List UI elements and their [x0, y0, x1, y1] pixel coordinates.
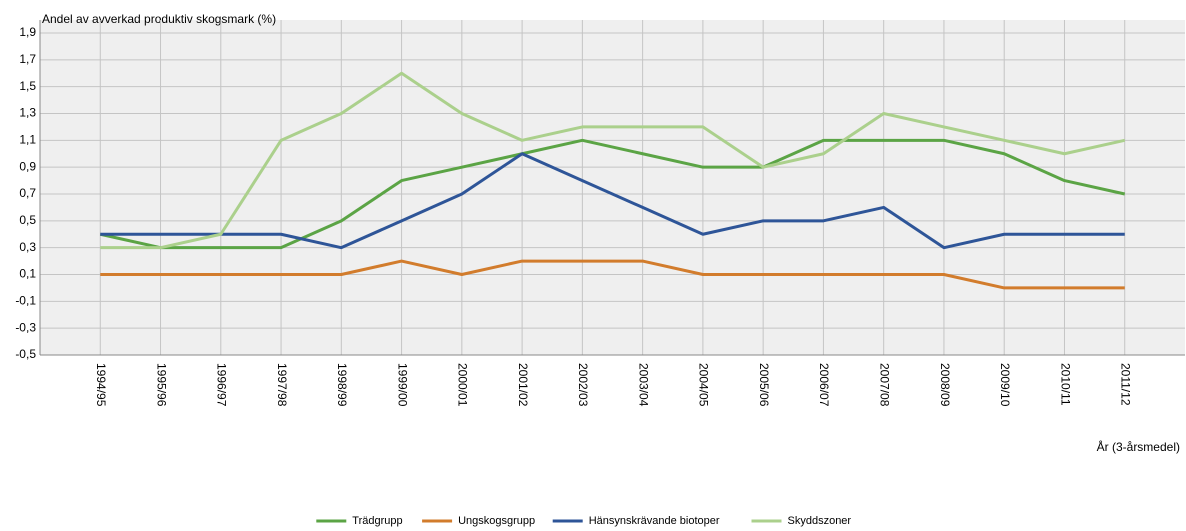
y-tick-label: -0,3: [15, 320, 36, 334]
x-tick-label: 2000/01: [456, 363, 470, 407]
series-line: [100, 259, 1125, 290]
y-tick-label: 0,5: [19, 213, 36, 227]
y-tick-label: -0,1: [15, 294, 36, 308]
x-tick-label: 2004/05: [697, 363, 711, 407]
x-tick-label: 2003/04: [636, 363, 650, 407]
x-tick-label: 2009/10: [998, 363, 1012, 407]
x-tick-label: 1994/95: [94, 363, 108, 407]
series-line: [100, 71, 1126, 250]
x-tick-label: 2007/08: [878, 363, 892, 407]
x-tick-label: 2006/07: [817, 363, 831, 407]
x-tick-label: 1998/99: [335, 363, 349, 407]
y-tick-label: 0,3: [19, 240, 36, 254]
y-tick-label: 1,5: [19, 79, 36, 93]
x-tick-label: 2011/12: [1119, 363, 1133, 406]
y-tick-label: 0,1: [19, 267, 36, 281]
x-axis-label: År (3-årsmedel): [1097, 439, 1180, 454]
x-tick-label: 2001/02: [516, 363, 530, 407]
y-tick-label: 1,3: [19, 106, 36, 120]
y-tick-label: 1,9: [19, 25, 36, 39]
legend-label: Trädgrupp: [352, 515, 402, 527]
x-tick-label: 2008/09: [938, 363, 952, 407]
chart-title: Andel av avverkad produktiv skogsmark (%…: [42, 12, 276, 26]
legend-label: Skyddszoner: [788, 515, 852, 527]
legend-label: Ungskogsgrupp: [458, 515, 535, 527]
series-line: [99, 138, 1126, 250]
x-tick-label: 1996/97: [215, 363, 229, 407]
y-tick-label: 1,7: [19, 52, 36, 66]
x-tick-label: 1999/00: [395, 363, 409, 407]
legend-label: Hänsynskrävande biotoper: [589, 515, 720, 527]
x-tick-label: 2005/06: [757, 363, 771, 407]
y-tick-label: 0,9: [19, 159, 36, 173]
plot-area: [40, 20, 1185, 355]
y-tick-label: -0,5: [15, 347, 36, 361]
x-tick-label: 2010/11: [1058, 363, 1072, 406]
y-tick-label: 1,1: [19, 133, 36, 147]
series-line: [100, 152, 1125, 250]
x-tick-label: 2002/03: [576, 363, 590, 407]
x-tick-label: 1995/96: [154, 363, 168, 407]
x-tick-label: 1997/98: [275, 363, 289, 407]
y-tick-label: 0,7: [19, 186, 36, 200]
